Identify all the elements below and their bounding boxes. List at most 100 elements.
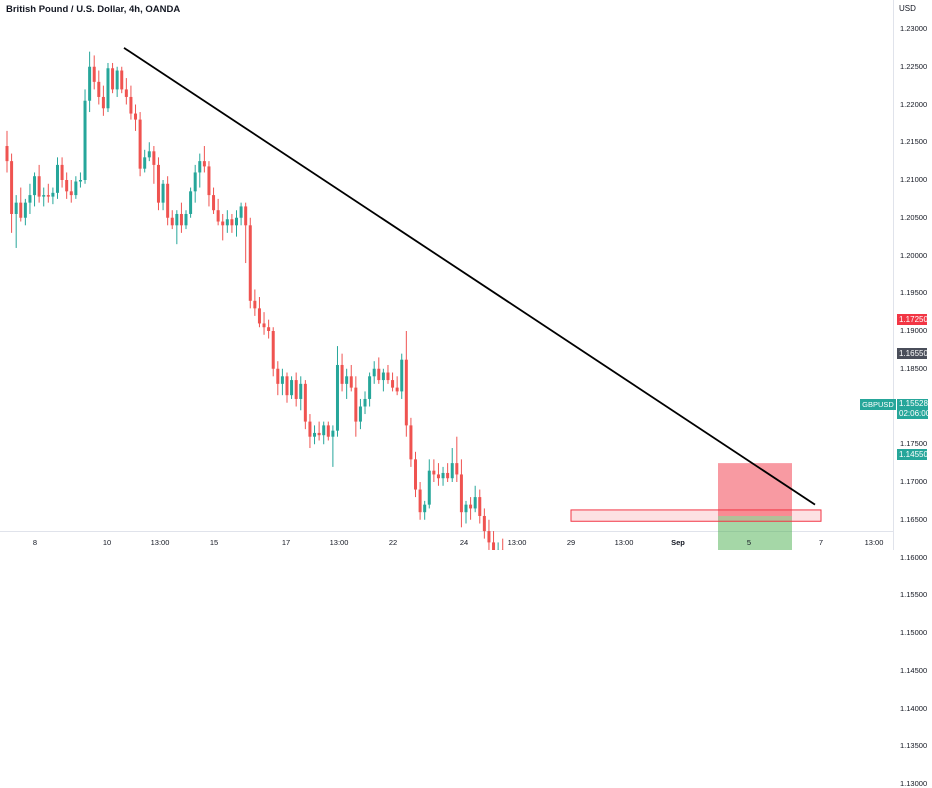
candle-up bbox=[185, 214, 188, 225]
candle-up bbox=[373, 369, 376, 377]
candle-down bbox=[267, 327, 270, 331]
time-tick-label: 24 bbox=[460, 538, 468, 547]
candle-up bbox=[331, 431, 334, 437]
price-tick-label: 1.17000 bbox=[900, 477, 927, 486]
price-tick-label: 1.15500 bbox=[900, 590, 927, 599]
time-tick-label: 8 bbox=[33, 538, 37, 547]
last-price-tag: GBPUSD 1.15528 02:06:00 bbox=[860, 399, 931, 419]
candle-down bbox=[341, 365, 344, 384]
candle-down bbox=[304, 384, 307, 422]
candle-down bbox=[386, 373, 389, 381]
candle-up bbox=[240, 206, 243, 217]
candle-down bbox=[111, 68, 114, 89]
candle-up bbox=[235, 218, 238, 226]
time-tick-label: 22 bbox=[389, 538, 397, 547]
price-tick-label: 1.15000 bbox=[900, 628, 927, 637]
candle-up bbox=[290, 380, 293, 395]
price-tick-label: 1.23000 bbox=[900, 24, 927, 33]
candle-down bbox=[308, 422, 311, 437]
price-tick-label: 1.19000 bbox=[900, 326, 927, 335]
candle-up bbox=[88, 67, 91, 101]
time-tick-label: 15 bbox=[210, 538, 218, 547]
currency-label: USD bbox=[899, 4, 916, 13]
price-tick-label: 1.14000 bbox=[900, 704, 927, 713]
time-tick-label: 17 bbox=[282, 538, 290, 547]
candle-up bbox=[106, 68, 109, 108]
candle-down bbox=[478, 497, 481, 516]
time-tick-label: 29 bbox=[567, 538, 575, 547]
candle-down bbox=[419, 490, 422, 513]
candle-down bbox=[65, 180, 68, 191]
candle-up bbox=[359, 407, 362, 422]
candle-down bbox=[19, 203, 22, 218]
candle-down bbox=[120, 71, 123, 90]
candle-up bbox=[423, 505, 426, 513]
candle-down bbox=[139, 120, 142, 169]
price-tick-label: 1.21500 bbox=[900, 137, 927, 146]
resistance-zone bbox=[571, 510, 821, 521]
candle-down bbox=[70, 191, 73, 195]
candle-down bbox=[469, 505, 472, 509]
price-tick-label: 1.21000 bbox=[900, 175, 927, 184]
candle-down bbox=[327, 425, 330, 436]
candle-down bbox=[10, 161, 13, 214]
candle-down bbox=[285, 376, 288, 395]
candle-down bbox=[446, 473, 449, 478]
candle-up bbox=[364, 399, 367, 407]
price-tick-label: 1.19500 bbox=[900, 288, 927, 297]
price-tick-label: 1.16000 bbox=[900, 553, 927, 562]
candle-down bbox=[203, 161, 206, 166]
candle-up bbox=[175, 214, 178, 225]
candle-down bbox=[492, 542, 495, 550]
price-chart[interactable] bbox=[0, 0, 932, 550]
candle-down bbox=[93, 67, 96, 82]
time-tick-label: 10 bbox=[103, 538, 111, 547]
candle-up bbox=[382, 373, 385, 381]
candle-up bbox=[474, 497, 477, 508]
price-tick-label: 1.20500 bbox=[900, 213, 927, 222]
candle-up bbox=[313, 433, 316, 437]
price-tick-label: 1.17500 bbox=[900, 439, 927, 448]
candle-down bbox=[38, 176, 41, 196]
candle-down bbox=[47, 195, 50, 197]
candle-down bbox=[166, 184, 169, 218]
price-tick-label: 1.20000 bbox=[900, 251, 927, 260]
time-tick-label: 7 bbox=[819, 538, 823, 547]
candle-down bbox=[134, 114, 137, 120]
price-tick-label: 1.14500 bbox=[900, 666, 927, 675]
bar-countdown: 02:06:00 bbox=[899, 409, 928, 419]
candle-down bbox=[61, 165, 64, 180]
candle-up bbox=[143, 157, 146, 168]
trend-line bbox=[124, 48, 815, 505]
candle-down bbox=[414, 459, 417, 489]
candle-up bbox=[194, 172, 197, 191]
candle-down bbox=[207, 166, 210, 195]
candle-down bbox=[157, 165, 160, 203]
candle-up bbox=[28, 195, 31, 203]
candle-down bbox=[350, 376, 353, 387]
chart-title: British Pound / U.S. Dollar, 4h, OANDA bbox=[6, 4, 180, 15]
symbol-tag: GBPUSD bbox=[860, 399, 896, 410]
candle-down bbox=[409, 425, 412, 459]
candle-up bbox=[74, 182, 77, 196]
candle-up bbox=[15, 203, 18, 214]
candle-down bbox=[102, 97, 105, 108]
candle-down bbox=[437, 474, 440, 478]
candle-up bbox=[465, 505, 468, 513]
candle-down bbox=[217, 210, 220, 221]
candle-down bbox=[460, 474, 463, 512]
stop-price-label: 1.17250 bbox=[897, 314, 927, 325]
candle-up bbox=[84, 101, 87, 180]
candle-down bbox=[129, 97, 132, 114]
candle-up bbox=[79, 180, 82, 182]
candle-up bbox=[24, 203, 27, 218]
candle-up bbox=[442, 473, 445, 478]
candle-down bbox=[396, 388, 399, 392]
candle-down bbox=[295, 380, 298, 399]
candle-down bbox=[97, 82, 100, 97]
candle-down bbox=[487, 531, 490, 542]
candle-up bbox=[148, 151, 151, 157]
candle-up bbox=[51, 193, 54, 197]
candle-down bbox=[455, 463, 458, 474]
candle-down bbox=[276, 369, 279, 384]
